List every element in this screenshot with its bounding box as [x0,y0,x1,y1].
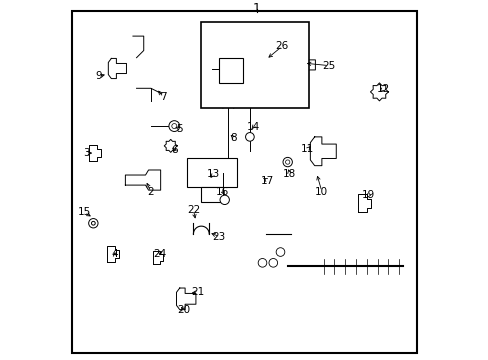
Circle shape [168,121,180,131]
Text: 10: 10 [315,186,328,197]
Text: 12: 12 [376,84,389,94]
Text: 17: 17 [261,176,274,186]
Bar [201,22,308,108]
Circle shape [220,195,229,204]
Text: 6: 6 [171,145,177,155]
Text: 20: 20 [176,305,189,315]
Text: 18: 18 [282,168,296,179]
Text: 2: 2 [147,187,154,197]
Text: 5: 5 [176,123,183,134]
Text: 13: 13 [207,169,220,179]
Circle shape [268,258,277,267]
Text: 15: 15 [78,207,91,217]
Text: 9: 9 [95,71,102,81]
Bar [186,158,237,187]
Text: 23: 23 [212,231,225,242]
Circle shape [88,219,98,228]
Text: 1: 1 [253,2,261,15]
Circle shape [171,123,177,129]
Text: 7: 7 [160,92,166,102]
Text: 22: 22 [186,204,200,215]
Text: 24: 24 [153,249,166,259]
Circle shape [91,221,95,225]
Text: 14: 14 [246,122,260,132]
Bar [201,187,223,202]
Circle shape [276,248,284,256]
Text: 11: 11 [300,144,313,154]
Text: 26: 26 [275,41,288,51]
Text: 21: 21 [191,287,204,297]
Circle shape [258,258,266,267]
Circle shape [283,157,292,167]
Bar [219,58,242,83]
Circle shape [245,132,254,141]
Text: 16: 16 [216,186,229,197]
Text: 8: 8 [230,132,237,143]
Text: 25: 25 [322,60,335,71]
Circle shape [285,160,289,164]
Text: 19: 19 [361,190,374,200]
Text: 4: 4 [111,249,118,259]
Text: 3: 3 [82,148,89,158]
